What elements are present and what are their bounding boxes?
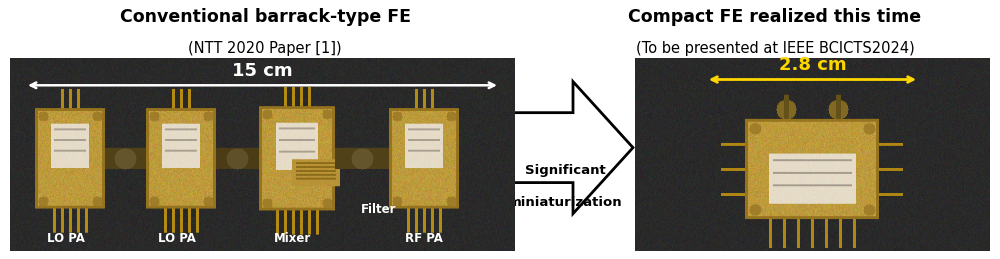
Text: LO PA: LO PA (158, 232, 196, 246)
Text: LO PA: LO PA (47, 232, 84, 246)
Polygon shape (507, 82, 633, 214)
Text: Significant: Significant (525, 164, 605, 177)
Text: Filter: Filter (361, 204, 396, 217)
Text: 2.8 cm: 2.8 cm (779, 56, 846, 74)
Text: Compact FE realized this time: Compact FE realized this time (628, 8, 922, 26)
Text: Mixer: Mixer (274, 232, 311, 246)
Text: 15 cm: 15 cm (232, 61, 293, 80)
Text: (To be presented at IEEE BCICTS2024): (To be presented at IEEE BCICTS2024) (636, 41, 914, 56)
Text: miniaturization: miniaturization (508, 196, 622, 208)
Text: (NTT 2020 Paper [1]): (NTT 2020 Paper [1]) (188, 41, 342, 56)
Text: Conventional barrack-type FE: Conventional barrack-type FE (120, 8, 411, 26)
Text: RF PA: RF PA (405, 232, 443, 246)
